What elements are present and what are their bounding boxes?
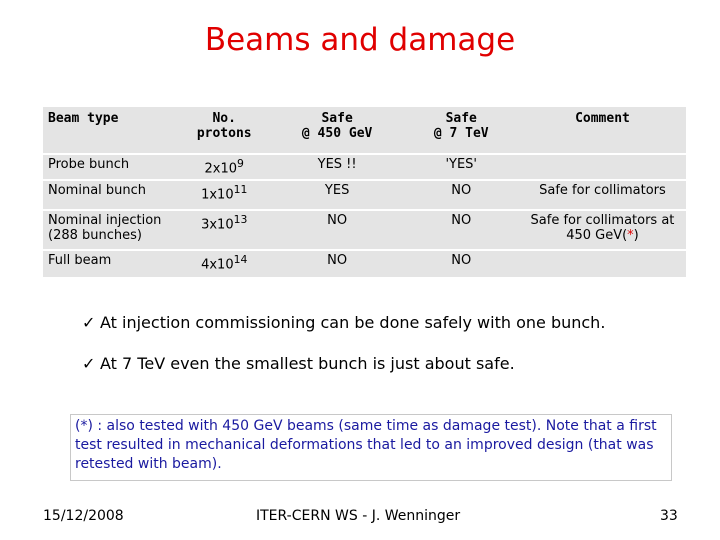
table-row: Probe bunch 2x109 YES !! 'YES' <box>43 155 686 179</box>
header-protons-line2: protons <box>196 126 252 141</box>
comment-line1: Safe for collimators at <box>530 213 675 228</box>
footer-center: ITER-CERN WS - J. Wenninger <box>256 508 461 524</box>
comment-line2-start: 450 GeV( <box>566 228 628 243</box>
cell-comment: Safe for collimators at 450 GeV(*) <box>518 211 686 249</box>
cell-safe-7: NO <box>403 181 519 209</box>
comment-star: * <box>627 228 634 243</box>
bullet-text: At injection commissioning can be done s… <box>100 313 606 332</box>
protons-base: 4x10 <box>201 257 234 273</box>
table-row: Nominal bunch 1x1011 YES NO Safe for col… <box>43 181 686 209</box>
header-beam-type: Beam type <box>43 107 178 153</box>
comment-line2-end: ) <box>633 228 639 243</box>
header-safe450-line1: Safe <box>321 111 353 126</box>
protons-exponent: 9 <box>237 157 244 170</box>
cell-safe-450: NO <box>270 251 404 277</box>
cell-safe-7: NO <box>403 251 519 277</box>
protons-exponent: 14 <box>233 253 248 266</box>
cell-safe-7: NO <box>403 211 519 249</box>
protons-exponent: 11 <box>233 183 248 196</box>
cell-protons: 2x109 <box>177 155 271 179</box>
cell-comment <box>518 251 686 277</box>
cell-protons: 1x1011 <box>177 181 271 209</box>
footer-page-number: 33 <box>660 508 678 524</box>
table-row: Full beam 4x1014 NO NO <box>43 251 686 277</box>
cell-beam-type: Nominal injection (288 bunches) <box>43 211 178 249</box>
checkmark-icon: ✓ <box>82 313 96 332</box>
bullet-7tev: ✓ At 7 TeV even the smallest bunch is jus… <box>82 354 515 373</box>
header-safe-7: Safe @ 7 TeV <box>403 107 519 153</box>
footnote-box: (*) : also tested with 450 GeV beams (sa… <box>70 414 672 481</box>
cell-beam-type: Probe bunch <box>43 155 178 179</box>
table-header-row: Beam type No. protons Safe @ 450 GeV Saf… <box>43 107 686 153</box>
cell-comment <box>518 155 686 179</box>
cell-protons: 3x1013 <box>177 211 271 249</box>
beams-table: Beam type No. protons Safe @ 450 GeV Saf… <box>43 105 686 279</box>
comment-line2: 450 GeV(*) <box>524 228 681 243</box>
header-safe450-line2: @ 450 GeV <box>301 126 373 141</box>
cell-beam-type: Nominal bunch <box>43 181 178 209</box>
slide-title: Beams and damage <box>204 22 516 58</box>
header-comment: Comment <box>518 107 686 153</box>
protons-base: 3x10 <box>201 217 234 233</box>
header-safe-450: Safe @ 450 GeV <box>270 107 404 153</box>
cell-protons: 4x1014 <box>177 251 271 277</box>
cell-comment: Safe for collimators <box>518 181 686 209</box>
cell-beam-type: Full beam <box>43 251 178 277</box>
bullet-injection: ✓ At injection commissioning can be done … <box>82 313 605 332</box>
bullet-text: At 7 TeV even the smallest bunch is just… <box>100 354 515 373</box>
beam-type-line1: Nominal injection <box>48 213 162 228</box>
header-protons-line1: No. <box>212 111 236 126</box>
beam-type-line2: (288 bunches) <box>48 228 142 243</box>
protons-base: 2x10 <box>204 161 238 177</box>
cell-safe-450: YES !! <box>270 155 404 179</box>
footer-date: 15/12/2008 <box>43 508 124 524</box>
cell-safe-7: 'YES' <box>403 155 519 179</box>
cell-safe-450: NO <box>270 211 404 249</box>
header-safe7-line2: @ 7 TeV <box>433 126 489 141</box>
cell-safe-450: YES <box>270 181 404 209</box>
table-row: Nominal injection (288 bunches) 3x1013 N… <box>43 211 686 249</box>
header-protons: No. protons <box>177 107 271 153</box>
header-safe7-line1: Safe <box>445 111 477 126</box>
protons-base: 1x10 <box>201 187 234 203</box>
protons-exponent: 13 <box>233 213 248 226</box>
checkmark-icon: ✓ <box>82 354 96 373</box>
